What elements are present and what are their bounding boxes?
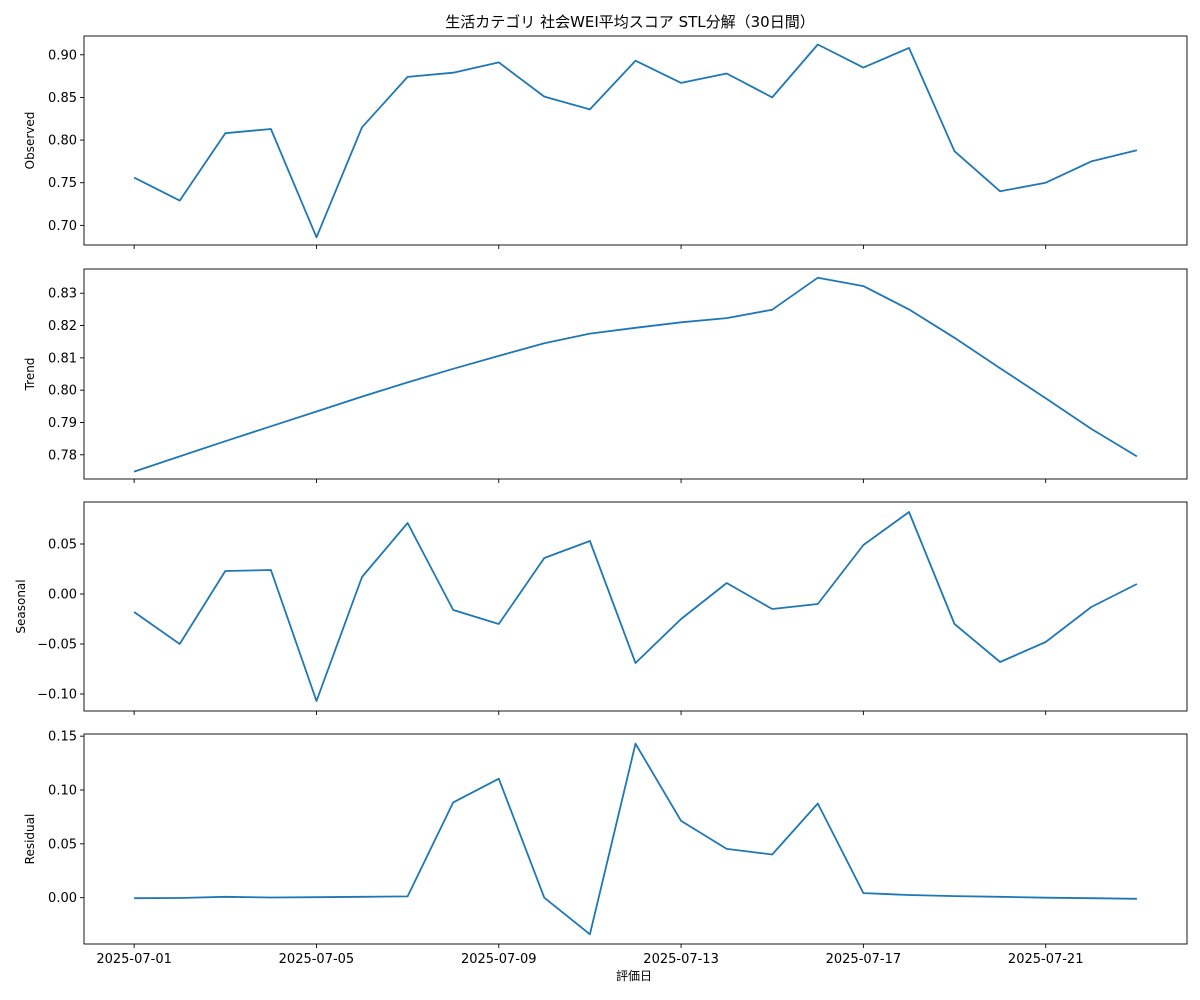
observed-series-line — [133, 43, 1138, 239]
panel-observed: 0.70 0.75 0.80 0.85 0.90 Observed — [23, 35, 1188, 249]
residual-series-line — [134, 742, 1137, 936]
xticks-seasonal — [133, 711, 1047, 715]
ylabel-trend: Trend — [23, 358, 37, 392]
y-tick-label: 0.00 — [48, 588, 77, 603]
y-tick-label: 0.80 — [48, 384, 77, 399]
y-tick-label: 0.90 — [48, 48, 77, 63]
y-tick-label: 0.75 — [48, 176, 77, 191]
plot-frame-seasonal — [83, 501, 1188, 712]
y-tick-label: 0.70 — [48, 219, 77, 234]
xticks-trend — [133, 479, 1047, 483]
yticks-residual: 0.00 0.05 0.10 0.15 — [48, 730, 84, 906]
y-tick-label: −0.05 — [37, 638, 77, 653]
ylabel-residual: Residual — [23, 814, 37, 865]
y-tick-label: 0.80 — [48, 134, 77, 149]
y-tick-label: 0.05 — [48, 837, 77, 852]
y-tick-label: 0.00 — [48, 891, 77, 906]
x-tick-label: 2025-07-21 — [1008, 952, 1084, 967]
plot-frame-residual — [83, 733, 1188, 945]
y-tick-label: 0.85 — [48, 91, 77, 106]
seasonal-series-line — [133, 511, 1138, 702]
y-tick-label: 0.81 — [48, 351, 77, 366]
panel-seasonal: −0.10 −0.05 0.00 0.05 Seasonal — [14, 501, 1188, 715]
x-tick-label: 2025-07-05 — [279, 952, 355, 967]
yticks-trend: 0.78 0.79 0.80 0.81 0.82 0.83 — [48, 287, 84, 463]
y-tick-label: 0.82 — [48, 319, 77, 334]
y-tick-label: 0.05 — [48, 538, 77, 553]
y-tick-label: 0.79 — [48, 416, 77, 431]
yticks-seasonal: −0.10 −0.05 0.00 0.05 — [37, 538, 84, 703]
x-tick-label: 2025-07-17 — [826, 952, 902, 967]
panel-residual: 0.000.050.100.15 Residual 2025-07-01 2025… — [23, 730, 1188, 967]
y-tick-label: −0.10 — [37, 688, 77, 703]
y-tick-label: 0.15 — [48, 730, 77, 745]
panel-trend: 0.78 0.79 0.80 0.81 0.82 0.83 Trend — [23, 268, 1188, 483]
plot-frame-trend — [83, 268, 1188, 480]
x-axis-label: 評価日 — [616, 968, 652, 983]
x-tick-label: 2025-07-09 — [461, 952, 537, 967]
x-tick-label: 2025-07-01 — [96, 952, 172, 967]
trend-series-line — [133, 276, 1138, 473]
y-tick-label: 0.83 — [48, 287, 77, 302]
x-tick-label: 2025-07-13 — [643, 952, 719, 967]
xticks-observed — [133, 245, 1047, 249]
y-tick-label: 0.78 — [48, 448, 77, 463]
yticks-observed: 0.70 0.75 0.80 0.85 0.90 — [48, 48, 84, 234]
xticks-residual: 2025-07-01 2025-07-05 2025-07-09 2025-07-13… — [96, 944, 1083, 967]
chart-title: 生活カテゴリ 社会WEI平均スコア STL分解（30日間） — [445, 13, 814, 31]
ylabel-observed: Observed — [23, 112, 37, 170]
plot-frame-observed — [83, 35, 1188, 246]
y-tick-label: 0.10 — [48, 784, 77, 799]
ylabel-seasonal: Seasonal — [14, 579, 28, 633]
